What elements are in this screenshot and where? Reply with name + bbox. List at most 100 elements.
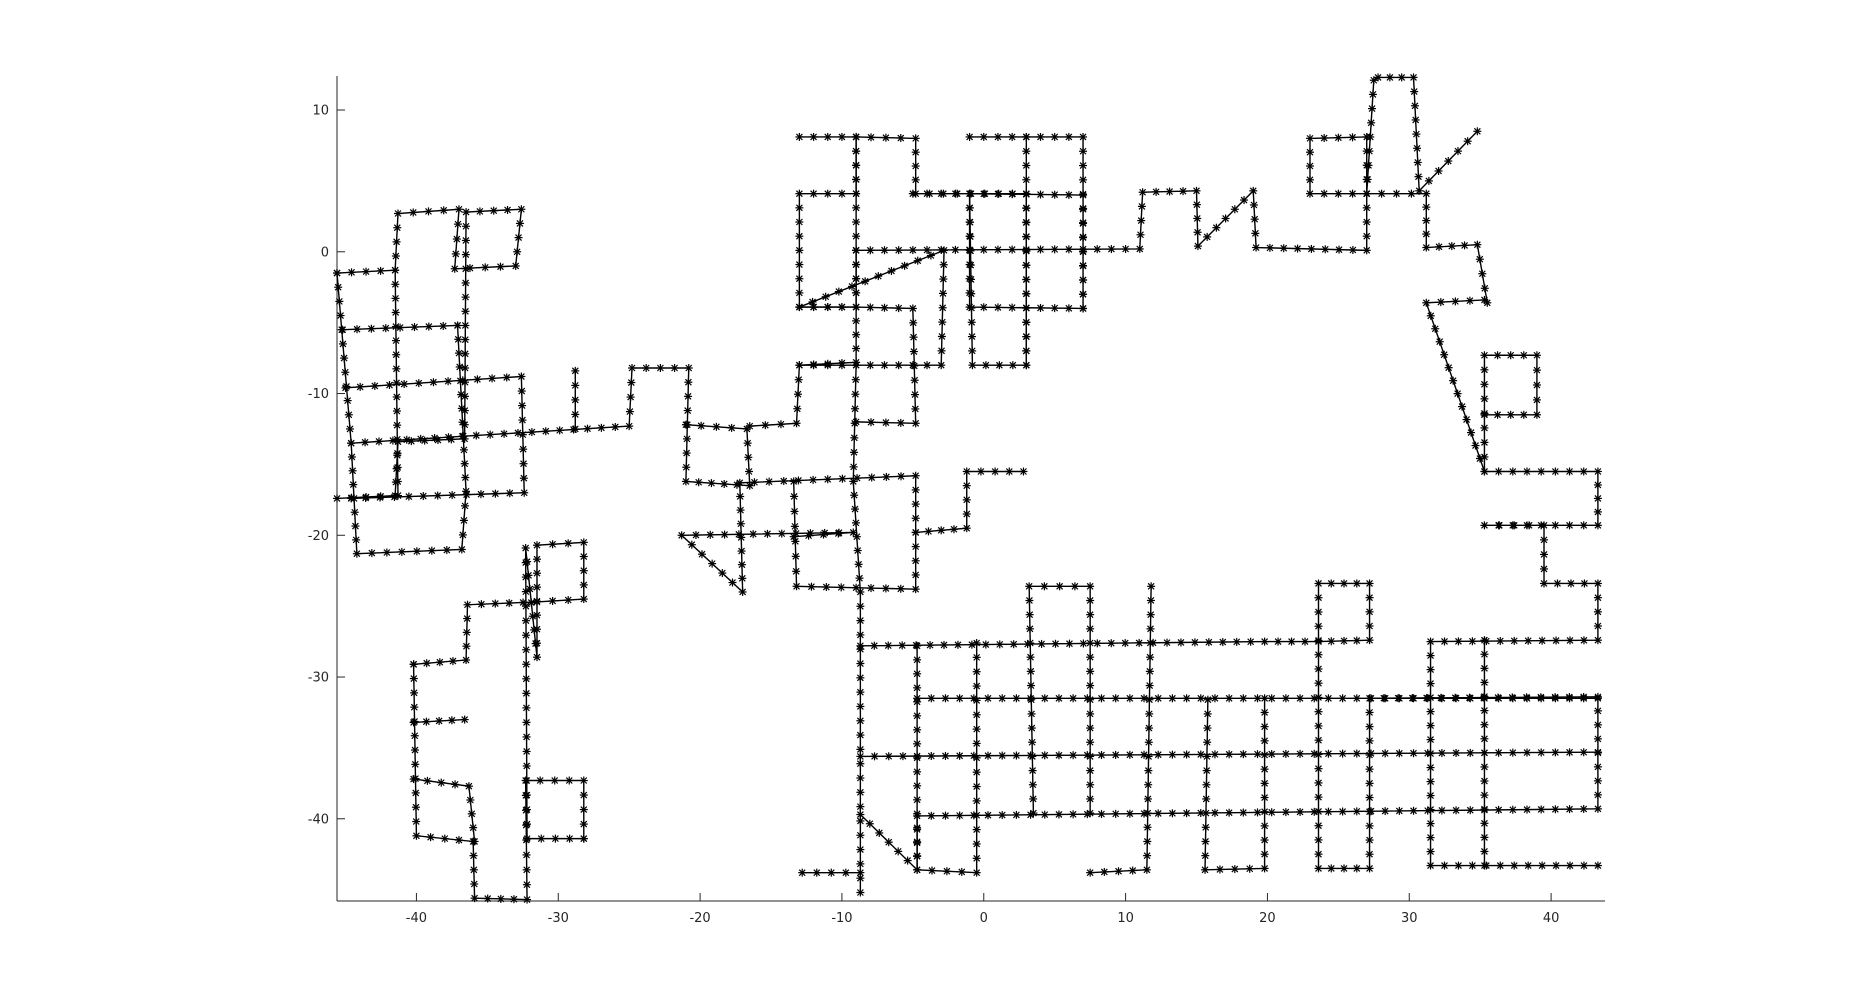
data-point-marker [865, 819, 874, 828]
data-point-marker [1431, 324, 1440, 333]
data-point-marker [1480, 678, 1489, 687]
data-point-marker [1221, 214, 1230, 223]
data-point-marker [422, 659, 431, 668]
data-point-marker [735, 478, 744, 487]
data-point-marker [898, 752, 907, 761]
data-point-marker [1239, 808, 1248, 817]
data-point-marker [875, 828, 884, 837]
data-point-marker [1144, 780, 1153, 789]
data-point-marker [1413, 144, 1422, 153]
data-point-marker [1395, 694, 1404, 703]
data-point-marker [856, 745, 865, 754]
data-point-marker [1348, 133, 1357, 142]
data-point-marker [1210, 808, 1219, 817]
data-point-marker [1260, 779, 1269, 788]
data-point-marker [1365, 622, 1374, 630]
data-point-marker [1480, 833, 1489, 842]
data-point-marker [1022, 346, 1031, 355]
data-point-marker [1537, 805, 1546, 814]
x-tick-label: 20 [1259, 911, 1276, 926]
data-point-marker [1008, 361, 1017, 370]
data-point-marker [694, 478, 703, 487]
data-point-marker [852, 583, 861, 592]
data-point-marker [1128, 866, 1137, 875]
data-point-marker [532, 555, 541, 564]
data-point-marker [361, 438, 370, 447]
data-point-marker [1551, 521, 1560, 530]
data-point-marker [1144, 738, 1153, 747]
data-point-marker [849, 448, 858, 457]
data-point-marker [793, 404, 802, 413]
data-point-marker [1552, 861, 1561, 870]
data-point-marker [579, 791, 588, 800]
data-point-marker [972, 725, 981, 734]
data-point-marker [1079, 175, 1088, 184]
data-point-marker [475, 207, 484, 216]
data-point-marker [852, 316, 861, 325]
data-point-marker [1422, 189, 1431, 198]
data-point-marker [1385, 73, 1394, 82]
data-point-marker [388, 436, 397, 445]
data-point-marker [579, 834, 588, 843]
data-point-marker [1314, 579, 1323, 588]
data-point-marker [1314, 850, 1323, 859]
data-point-marker [955, 694, 964, 703]
data-point-marker [461, 222, 470, 231]
data-point-marker [852, 532, 861, 541]
data-point-marker [1580, 579, 1589, 588]
data-point-marker [1365, 636, 1374, 645]
data-point-marker [856, 673, 865, 682]
data-point-marker [1154, 750, 1163, 759]
data-point-marker [1368, 104, 1377, 113]
data-point-marker [823, 132, 832, 141]
data-point-marker [579, 566, 588, 575]
data-point-marker [1086, 766, 1095, 775]
data-point-marker [737, 547, 746, 556]
x-tick-label: -10 [831, 911, 852, 926]
data-point-marker [955, 751, 964, 760]
data-point-marker [424, 322, 433, 331]
data-point-marker [333, 494, 341, 503]
data-point-marker [1218, 638, 1227, 647]
data-point-marker [391, 266, 400, 275]
data-point-marker [571, 366, 580, 375]
data-point-marker [1426, 311, 1435, 320]
data-point-marker [548, 540, 557, 549]
data-point-marker [880, 361, 889, 370]
data-point-marker [736, 506, 745, 515]
data-point-marker [579, 805, 588, 814]
y-tick-label: -40 [308, 812, 329, 827]
data-point-marker [682, 449, 691, 458]
data-point-marker [697, 421, 706, 430]
data-point-marker [625, 422, 634, 431]
data-point-marker [897, 472, 906, 481]
data-point-marker [511, 261, 520, 270]
data-point-marker [518, 416, 527, 425]
data-point-marker [571, 424, 580, 433]
data-point-marker [393, 209, 402, 218]
data-point-marker [718, 569, 727, 578]
data-point-marker [913, 823, 922, 832]
data-point-marker [809, 189, 818, 198]
data-point-marker [1154, 809, 1163, 818]
data-point-marker [522, 761, 531, 770]
data-point-marker [1532, 410, 1541, 419]
data-point-marker [1054, 694, 1063, 703]
data-point-marker [984, 811, 993, 820]
data-point-marker [1422, 243, 1431, 252]
data-point-marker [1426, 777, 1435, 786]
data-point-marker [1201, 865, 1210, 874]
data-point-marker [1210, 694, 1219, 703]
data-point-marker [1480, 521, 1489, 530]
data-point-marker [822, 583, 831, 592]
data-point-marker [1365, 793, 1374, 802]
data-point-marker [837, 583, 846, 592]
data-point-marker [851, 518, 860, 527]
data-point-marker [1480, 438, 1489, 447]
data-point-marker [1426, 847, 1435, 856]
data-point-marker [1239, 750, 1248, 759]
data-point-marker [1029, 809, 1038, 818]
data-point-marker [1335, 245, 1344, 254]
data-point-marker [1593, 480, 1602, 489]
data-point-marker [1365, 765, 1374, 774]
